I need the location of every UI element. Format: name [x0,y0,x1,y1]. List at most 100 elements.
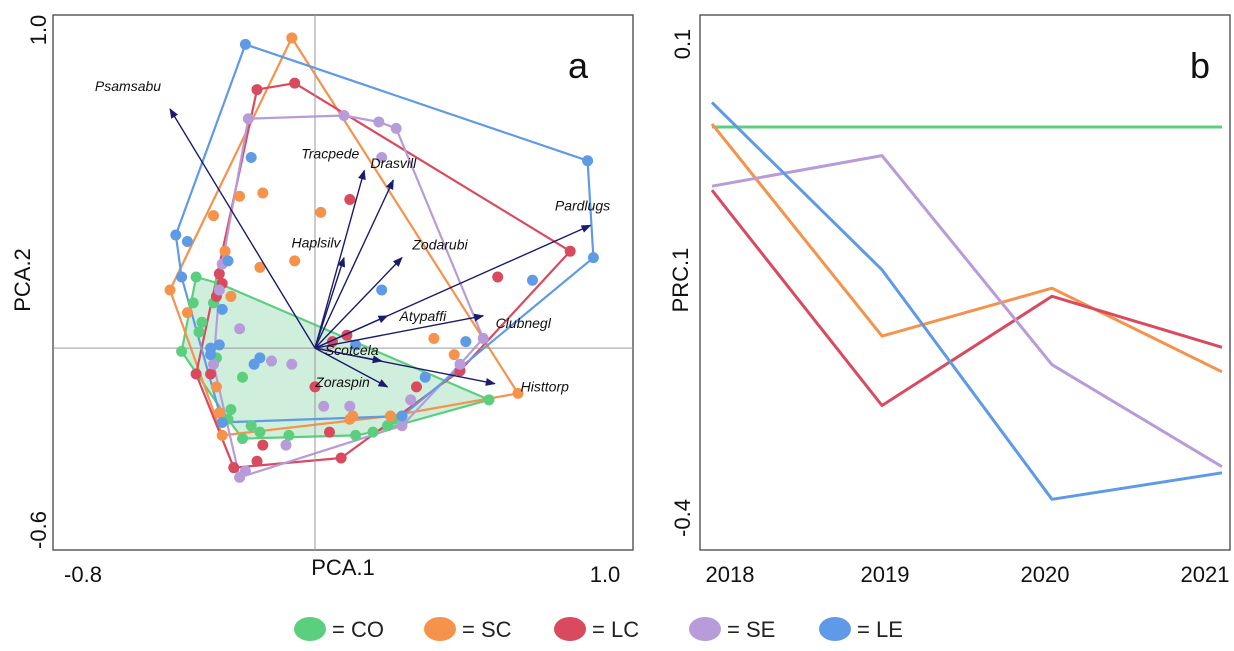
point-le [239,38,251,50]
point-lc [205,368,217,380]
panel-b-ylabel: PRC.1 [668,248,693,313]
vector-label-zodarubi: Zodarubi [411,237,468,253]
point-lc [213,268,225,280]
point-se [454,358,466,370]
point-le [460,336,472,348]
vector-label-zoraspin: Zoraspin [314,374,370,390]
point-sc [164,284,176,296]
point-co [237,433,248,445]
panel-a-letter: a [568,45,589,86]
point-sc [219,245,231,257]
panel-a-points [164,32,599,483]
vector-histtorp [314,347,496,386]
point-lc [324,426,335,438]
line-sc [710,122,1223,374]
point-lc [228,462,240,474]
point-lc [257,439,269,451]
point-co [196,316,208,328]
panel-b-xtick: 2021 [1181,562,1230,587]
point-lc [411,381,422,393]
vector-label-histtorp: Histtorp [521,379,569,395]
point-lc [309,381,321,393]
vector-drasvill [314,179,394,349]
point-le [176,271,188,283]
vector-haplsilv [314,256,346,349]
point-le [205,342,217,354]
point-co [254,426,266,438]
point-le [245,151,257,163]
point-sc [213,407,225,419]
legend-swatch [554,617,586,641]
point-co [245,420,257,432]
panel-b-letter: b [1190,45,1210,86]
panel-b-ytick-max: 0.1 [670,29,695,60]
point-se [213,284,225,296]
legend-label: = CO [332,617,384,642]
vector-atypaffi [314,315,389,349]
vector-label-clubnegl: Clubnegl [496,315,552,331]
point-se [338,109,350,121]
point-le [170,229,182,241]
point-co [367,426,379,438]
vector-label-psamsabu: Psamsabu [95,78,161,94]
point-lc [251,84,263,96]
panel-b-xtick: 2018 [706,562,755,587]
panel-a-species-vectors: Psamsabu Tracpede Drasvill Haplsilv Zodarubi… [95,78,610,395]
point-se [477,332,489,344]
vector-label-scotcela: Scotcela [325,342,379,358]
panel-a-xlabel: PCA.1 [311,555,375,580]
panel-b-xtick: 2019 [861,562,910,587]
point-sc [428,332,440,344]
point-sc [234,190,246,202]
point-sc [257,187,269,199]
point-lc [564,245,576,257]
panel-b-frame [699,14,1231,551]
panel-a-xtick-min: -0.8 [64,562,102,587]
point-se [234,323,246,335]
vector-label-atypaffi: Atypaffi [399,308,448,324]
panel-a-ylabel: PCA.2 [10,248,35,312]
point-se [373,116,385,128]
point-co [350,429,362,441]
point-le [396,410,408,422]
point-sc [216,429,228,441]
vector-psamsabu [169,108,316,349]
point-lc [251,455,263,467]
point-sc [208,210,219,222]
point-co [176,345,188,357]
line-lc [710,189,1223,407]
hull-lc [195,82,572,469]
vector-zoraspin [314,347,389,388]
vector-zodarubi [314,256,403,349]
vector-label-haplsilv: Haplsilv [291,235,341,251]
point-sc [344,413,356,425]
panel-a-zero-lines [53,15,633,550]
point-sc [384,410,396,422]
panel-b-lines [710,101,1223,501]
point-se [242,113,254,125]
panel-a-xtick-max: 1.0 [590,562,621,587]
panel-b-ytick-min: -0.4 [670,499,695,537]
vector-label-drasvill: Drasvill [370,155,417,171]
panel-a-frame [52,14,634,551]
point-le [582,155,594,167]
point-le [419,371,431,383]
point-le [213,339,225,351]
point-se [266,355,277,367]
point-le [587,252,599,264]
point-le [376,284,388,296]
point-se [286,358,298,370]
point-se [239,465,251,477]
point-co [193,326,205,338]
point-co [483,394,495,406]
point-le [254,352,266,364]
point-sc [210,381,222,393]
point-sc [254,261,266,273]
point-le [222,255,234,267]
panel-a-pca-plot: Psamsabu Tracpede Drasvill Haplsilv Zodarubi… [10,14,634,587]
legend-swatch [294,617,326,641]
legend: = CO = SC = LC = SE = LE [294,617,903,642]
point-co [237,371,248,383]
point-se [344,400,356,412]
